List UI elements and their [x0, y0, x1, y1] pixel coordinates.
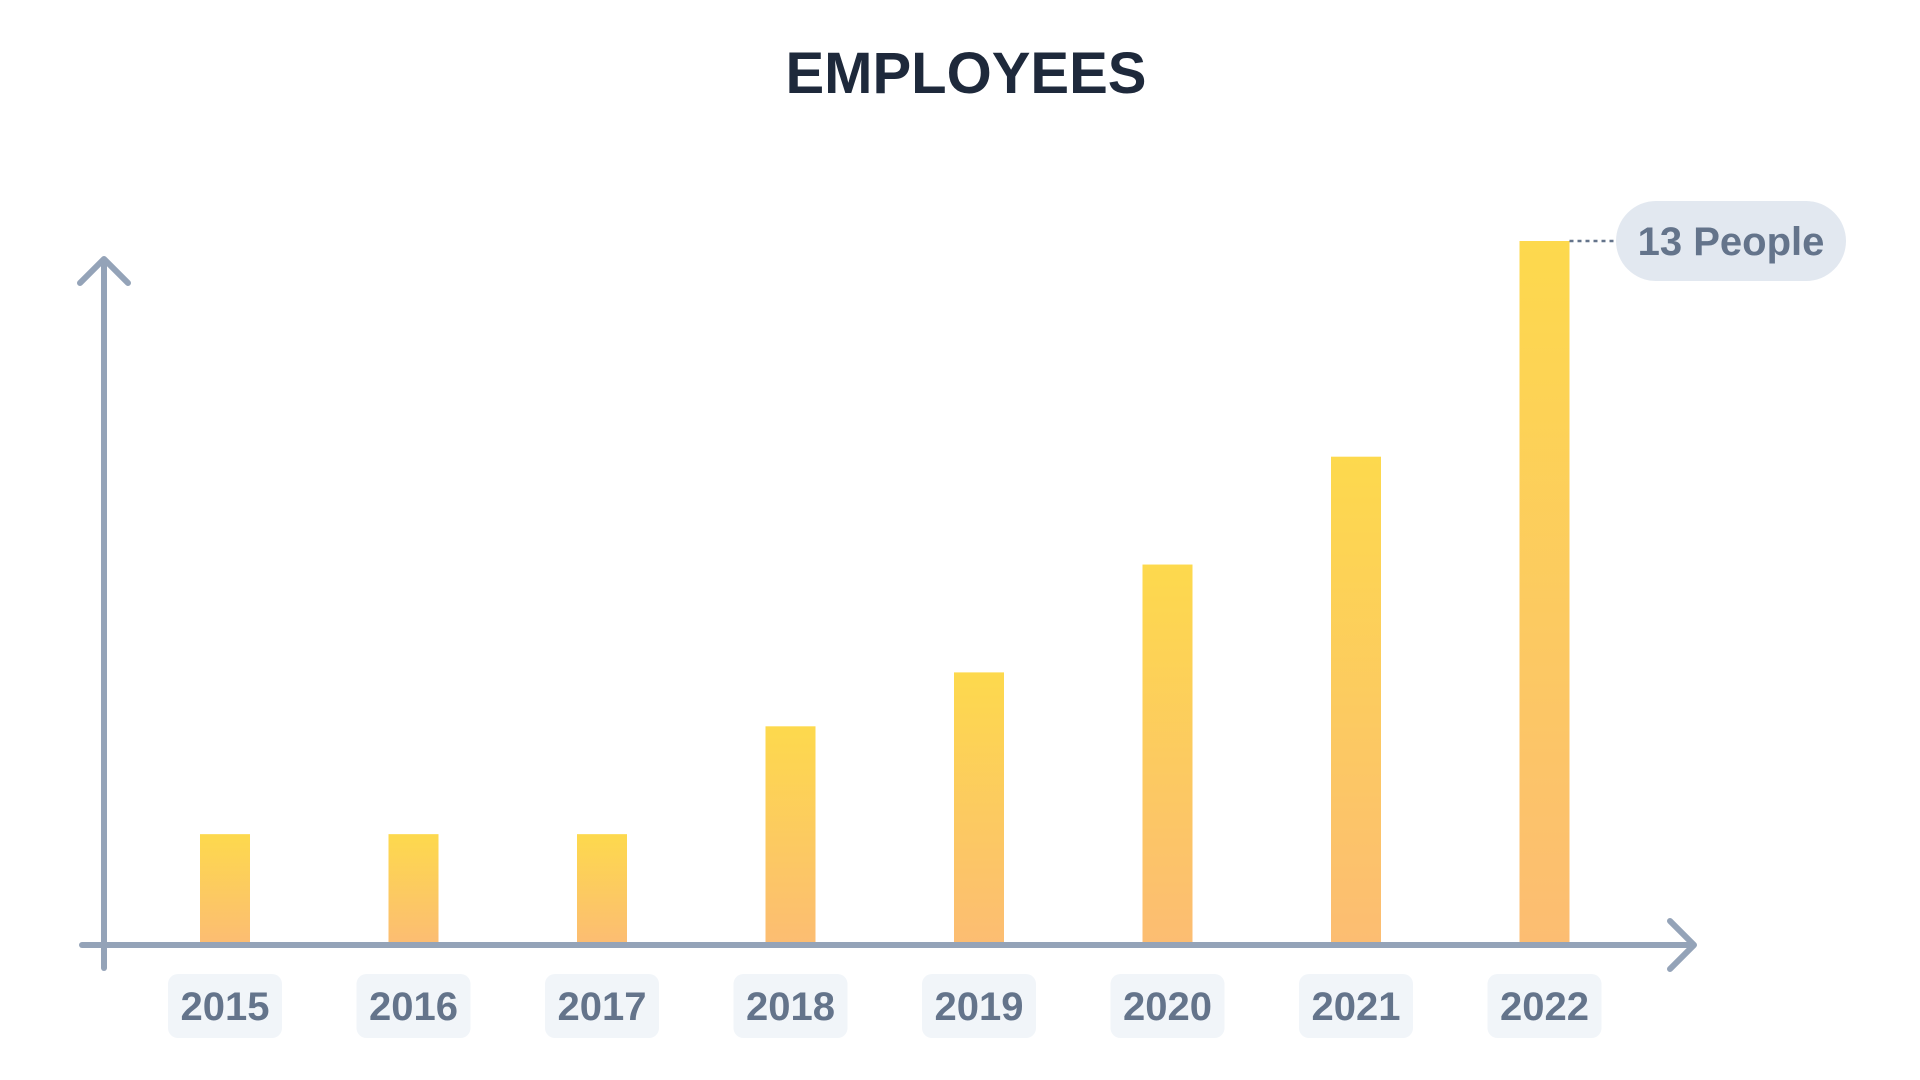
x-tick-label: 2022 [1500, 985, 1589, 1029]
x-tick-label: 2020 [1123, 985, 1212, 1029]
bar-2017 [577, 834, 627, 942]
x-tick-background [733, 974, 848, 1038]
x-tick-2018: 2018 [733, 974, 848, 1038]
callout-pill [1616, 201, 1846, 281]
bar-2022 [1519, 241, 1570, 942]
x-tick-label: 2019 [935, 985, 1024, 1029]
x-tick-label: 2021 [1312, 985, 1401, 1029]
chart-axes [77, 256, 1697, 972]
bar-2021 [1331, 456, 1381, 942]
bar-2019 [954, 672, 1004, 942]
x-tick-2016: 2016 [356, 974, 471, 1038]
x-tick-background [545, 974, 659, 1038]
callout-label: 13 People [1638, 220, 1825, 264]
x-tick-2021: 2021 [1299, 974, 1413, 1038]
x-tick-background [922, 974, 1036, 1038]
y-axis-arrow-icon [77, 256, 131, 286]
x-tick-2019: 2019 [922, 974, 1036, 1038]
x-tick-label: 2016 [369, 985, 458, 1029]
x-tick-background [1110, 974, 1225, 1038]
x-tick-background [356, 974, 471, 1038]
value-callout: 13 People [1569, 201, 1846, 281]
x-tick-2020: 2020 [1110, 974, 1225, 1038]
x-tick-labels: 2015 2016 2017 2018 2019 2020 2021 2022 [168, 974, 1602, 1038]
x-tick-background [1299, 974, 1413, 1038]
bar-2020 [1142, 564, 1193, 942]
chart-title: EMPLOYEES [786, 41, 1147, 106]
x-tick-background [168, 974, 282, 1038]
x-tick-2022: 2022 [1487, 974, 1602, 1038]
bar-2018 [765, 726, 816, 942]
bar-2015 [200, 834, 250, 942]
bar-2016 [388, 834, 439, 942]
x-tick-background [1487, 974, 1602, 1038]
bars [200, 241, 1570, 942]
x-tick-2017: 2017 [545, 974, 659, 1038]
x-tick-label: 2018 [746, 985, 835, 1029]
x-tick-label: 2015 [181, 985, 270, 1029]
x-tick-2015: 2015 [168, 974, 282, 1038]
x-axis-arrow-icon [1667, 918, 1697, 972]
x-tick-label: 2017 [558, 985, 647, 1029]
